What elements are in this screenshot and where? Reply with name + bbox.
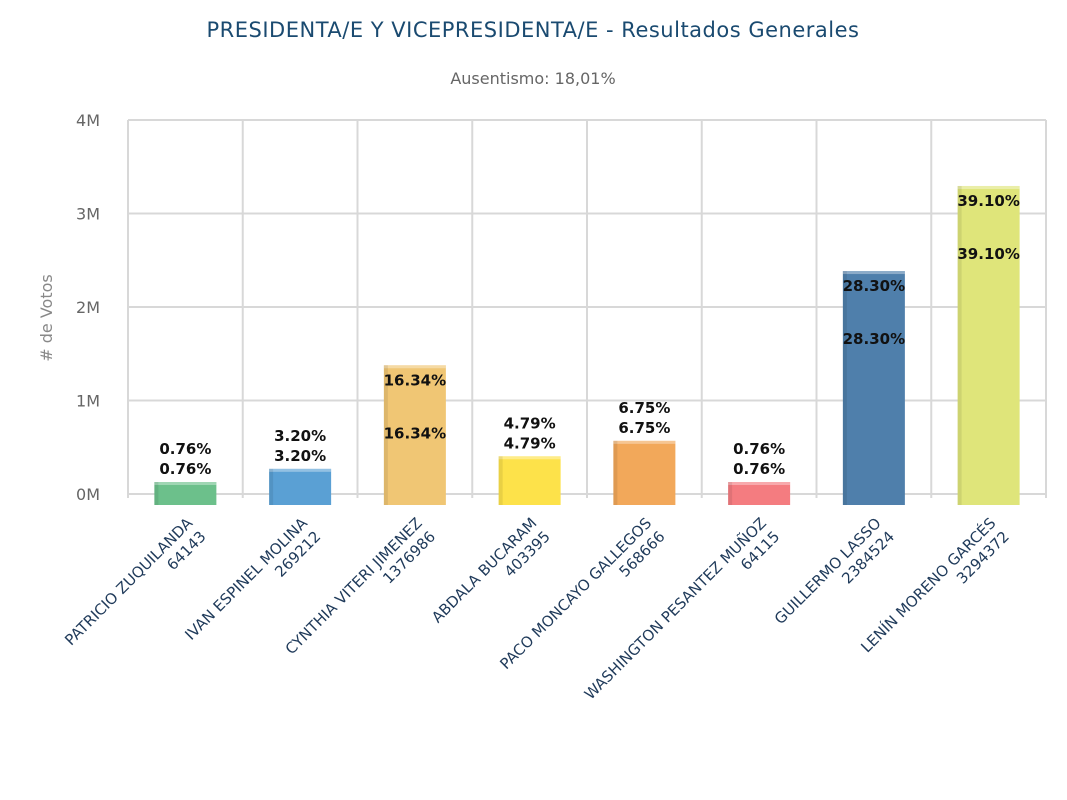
bar[interactable] <box>728 482 791 505</box>
bar[interactable] <box>842 271 905 505</box>
bar[interactable] <box>498 456 561 505</box>
data-label-percent: 28.30% <box>843 277 905 295</box>
y-tick-label: 0M <box>76 485 100 504</box>
bar-side-face <box>383 365 388 505</box>
bar-side-face <box>269 468 274 505</box>
bar-top-face <box>154 482 217 485</box>
x-tick-label: WASHINGTON PESANTEZ MUÑOZ64115 <box>580 513 783 716</box>
y-axis-ticks: 0M 1M 2M 3M 4M <box>76 111 100 504</box>
data-label-percent: 4.79% <box>504 414 556 432</box>
data-label-percent-secondary: 0.76% <box>733 460 785 478</box>
data-label-percent-secondary: 28.30% <box>843 330 905 348</box>
data-label-percent-secondary: 4.79% <box>504 434 556 452</box>
y-tick-label: 3M <box>76 205 100 224</box>
bar-top-face <box>383 365 446 369</box>
bar-group: 39.10% 39.10% <box>957 185 1020 506</box>
data-label-percent-secondary: 16.34% <box>384 424 446 442</box>
candidate-name: WASHINGTON PESANTEZ MUÑOZ <box>580 513 770 703</box>
bar[interactable] <box>957 185 1020 506</box>
data-label-percent-secondary: 3.20% <box>274 447 326 465</box>
data-label-percent: 6.75% <box>618 399 670 417</box>
bar[interactable] <box>154 482 217 505</box>
data-label-percent-secondary: 0.76% <box>159 460 211 478</box>
candidate-name: PATRICIO ZUQUILANDA <box>61 514 196 649</box>
bar-top-face <box>269 468 332 472</box>
y-tick-label: 1M <box>76 392 100 411</box>
bar-side-face <box>498 456 503 505</box>
data-label-percent: 0.76% <box>733 440 785 458</box>
bar-side-face <box>957 185 962 506</box>
bar-side-face <box>842 271 847 505</box>
data-label-percent: 3.20% <box>274 427 326 445</box>
bar-group: 28.30% 28.30% <box>843 271 905 505</box>
bars: 0.76%0.76%3.20%3.20%16.34%16.34%4.79%4.7… <box>154 185 1020 506</box>
chart-title: PRESIDENTA/E Y VICEPRESIDENTA/E - Result… <box>207 18 860 42</box>
bar-group: 6.75% 6.75% <box>613 399 676 505</box>
x-tick-label: PATRICIO ZUQUILANDA64143 <box>61 514 210 663</box>
bar-top-face <box>613 440 676 444</box>
data-label-percent-secondary: 6.75% <box>618 419 670 437</box>
bar[interactable] <box>269 468 332 505</box>
bar-group: 16.34% 16.34% <box>384 365 446 505</box>
bar[interactable] <box>613 440 676 505</box>
y-tick-label: 2M <box>76 298 100 317</box>
candidate-name: GUILLERMO LASSO <box>771 514 885 628</box>
bar-top-face <box>842 271 905 275</box>
data-label-percent-secondary: 39.10% <box>957 245 1019 263</box>
bar-top-face <box>728 482 791 485</box>
bar-side-face <box>613 440 618 505</box>
bar[interactable] <box>383 365 446 505</box>
data-label-percent: 16.34% <box>384 371 446 389</box>
y-axis-label: # de Votos <box>37 274 56 361</box>
bar-side-face <box>154 482 159 505</box>
bar-group: 0.76% 0.76% <box>728 440 791 505</box>
bar-top-face <box>498 456 561 460</box>
data-label-percent: 0.76% <box>159 440 211 458</box>
bar-group: 0.76% 0.76% <box>154 440 217 505</box>
bar-top-face <box>957 185 1020 189</box>
bar-group: 3.20% 3.20% <box>269 427 332 505</box>
y-tick-label: 4M <box>76 111 100 130</box>
chart-subtitle: Ausentismo: 18,01% <box>450 69 615 88</box>
data-label-percent: 39.10% <box>957 192 1019 210</box>
grid <box>127 119 1047 498</box>
bar-side-face <box>728 482 733 505</box>
bar-group: 4.79% 4.79% <box>498 414 561 505</box>
